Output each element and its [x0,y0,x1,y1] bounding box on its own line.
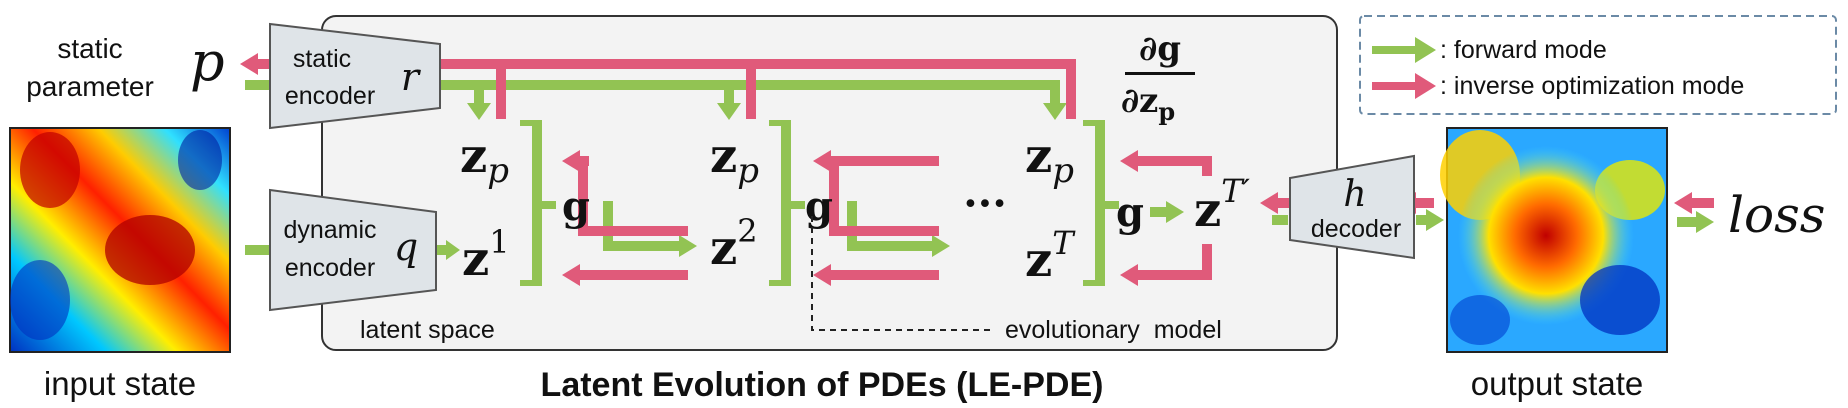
dynamic-encoder: dynamic encoder q [269,188,437,312]
g-1: g [562,183,590,230]
legend-forward-label: : forward mode [1440,36,1607,64]
gradient-denominator: ∂zp [1121,81,1175,126]
latent-column-2: zp z2 g [710,128,833,276]
legend: : forward mode : inverse optimization mo… [1359,15,1837,115]
dynamic-encoder-label-1: dynamic [283,216,376,244]
latent-space-label: latent space [360,316,495,344]
ellipsis: ··· [963,179,1007,228]
decoder-label: decoder [1311,215,1401,243]
legend-inverse-arrow [1372,73,1436,99]
inverse-arrows [240,53,1714,286]
g-2: g [805,183,833,230]
z-T: zT [1025,224,1076,288]
latent-column-1: zp z1 g [460,128,590,287]
dynamic-encoder-symbol: q [394,225,418,269]
diagram-title: Latent Evolution of PDEs (LE-PDE) [541,366,1104,404]
output-state-image [1440,127,1668,353]
g-T: g [1116,189,1144,236]
z-2: z2 [710,212,758,276]
p-symbol: p [190,30,225,93]
evolutionary-model-label: evolutionary model [1005,316,1222,344]
z-p-1: zp [460,128,509,191]
output-state-caption: output state [1471,365,1643,402]
static-encoder-label-2: encoder [285,82,375,110]
static-encoder: static encoder r [269,22,441,130]
evolutionary-connector [811,216,990,331]
z-p-T: zp [1025,128,1074,191]
z-1: z1 [462,223,510,287]
static-parameter-label-2: parameter [26,71,154,102]
input-state-image [9,127,231,353]
decoder: h decoder [1289,154,1415,260]
z-p-2: zp [710,128,759,191]
latent-column-T: zp zT g zT′ [1025,128,1251,288]
gradient-numerator: ∂g [1139,29,1181,69]
legend-forward-arrow [1372,37,1436,63]
input-state-caption: input state [44,365,196,402]
loss-label: loss [1728,186,1825,244]
z-T-prime: zT′ [1194,172,1251,238]
dynamic-encoder-label-2: encoder [285,254,375,282]
gradient-fraction: ∂g ∂zp [1121,29,1195,126]
static-encoder-label-1: static [293,45,351,73]
static-encoder-symbol: r [401,55,422,99]
decoder-symbol: h [1343,174,1366,215]
static-parameter-label-1: static [57,33,122,64]
legend-inverse-label: : inverse optimization mode [1440,72,1744,100]
